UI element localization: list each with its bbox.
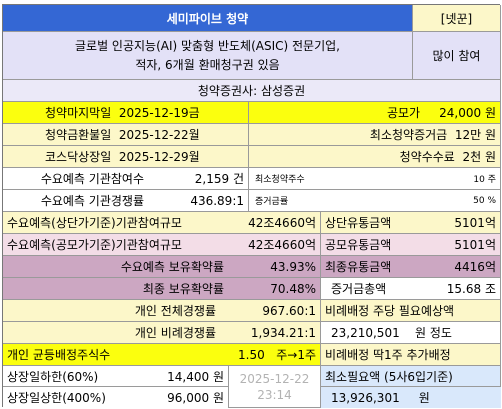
last-subscription-label: 청약마지막일 bbox=[45, 106, 112, 120]
deposit-rate: 증거금률 50 % bbox=[249, 190, 501, 212]
upper-float-amount: 상단유통금액 5101억 bbox=[321, 212, 501, 234]
broker-info: 청약증권사: 삼성증권 bbox=[3, 80, 501, 102]
listing-upper-limit: 상장일상한(400%) 96,000 원 bbox=[3, 387, 229, 408]
refund-date: 청약금환불일 2025-12-22월 bbox=[3, 124, 249, 146]
total-deposit-label: 증거금총액 bbox=[331, 282, 387, 296]
description-line-1: 글로벌 인공지능(AI) 맞춤형 반도체(ASIC) 전문기업, bbox=[75, 38, 340, 53]
prop-need-value: 23,210,501 bbox=[331, 325, 400, 340]
deposit-rate-value: 50 % bbox=[473, 195, 496, 206]
deposit-rate-label: 증거금률 bbox=[255, 197, 289, 207]
prop-need-amount: 23,210,501 원 정도 bbox=[321, 322, 501, 344]
ipo-subscription-sheet: 세미파이브 청약 [넷꾼] 글로벌 인공지능(AI) 맞춤형 반도체(ASIC)… bbox=[2, 4, 501, 408]
final-lockup-rate: 최종 보유확약률 70.48% bbox=[3, 278, 321, 300]
company-description: 글로벌 인공지능(AI) 맞춤형 반도체(ASIC) 전문기업, 적자, 6개월… bbox=[3, 32, 413, 80]
retail-total-ratio: 개인 전체경쟁률 967.60:1 bbox=[3, 300, 321, 322]
final-lockup-label: 최종 보유확약률 bbox=[142, 282, 224, 296]
inst-ratio-label: 수요예측 기관경쟁률 bbox=[40, 194, 144, 208]
prop-need-label: 비례배정 주당 필요예상액 bbox=[321, 300, 501, 322]
sheet-title: 세미파이브 청약 bbox=[3, 5, 413, 32]
subscription-fee-value: 2천 원 bbox=[462, 150, 496, 164]
inst-ratio-value: 436.89:1 bbox=[190, 193, 244, 208]
equal-label: 개인 균등배정주식수 bbox=[7, 348, 111, 362]
final-float-amount: 최종유통금액 4416억 bbox=[321, 256, 501, 278]
refund-date-value: 2025-12-22월 bbox=[118, 128, 200, 142]
offer-float-amount: 공모유통금액 5101억 bbox=[321, 234, 501, 256]
listing-date-value: 2025-12-29월 bbox=[118, 150, 200, 164]
inst-participants: 수요예측 기관참여수 2,159 건 bbox=[3, 168, 249, 190]
lockup-value: 43.93% bbox=[270, 259, 316, 274]
total-deposit: 증거금총액 15.68 조 bbox=[321, 278, 501, 300]
offer-price: 공모가 24,000 원 bbox=[249, 102, 501, 124]
min-subscribe-shares: 최소청약주수 10 주 bbox=[249, 168, 501, 190]
listing-low-value: 14,400 원 bbox=[167, 369, 224, 384]
lower-size-value: 42조4660억 bbox=[248, 238, 316, 252]
min-subscribe-value: 10 주 bbox=[473, 175, 496, 185]
retail-total-ratio-value: 967.60:1 bbox=[262, 303, 316, 318]
offer-price-label: 공모가 bbox=[386, 106, 421, 120]
min-need-amount: 13,926,301 원 bbox=[321, 387, 501, 408]
inst-participants-value: 2,159 건 bbox=[194, 172, 244, 186]
listing-low-label: 상장일하한(60%) bbox=[7, 369, 99, 384]
retail-prop-ratio-value: 1,934.21:1 bbox=[250, 325, 316, 340]
min-deposit-label: 최소청약증거금 bbox=[369, 128, 448, 142]
total-deposit-value: 15.68 조 bbox=[446, 282, 496, 296]
listing-date: 코스닥상장일 2025-12-29월 bbox=[3, 146, 249, 168]
upper-float-value: 5101억 bbox=[454, 216, 496, 230]
refund-date-label: 청약금환불일 bbox=[45, 128, 112, 142]
final-float-value: 4416억 bbox=[454, 260, 496, 274]
final-lockup-value: 70.48% bbox=[270, 281, 316, 296]
recommendation: 많이 참여 bbox=[413, 32, 501, 80]
timestamp-date: 2025-12-22 bbox=[239, 371, 310, 386]
final-float-label: 최종유통금액 bbox=[325, 260, 392, 274]
lockup-rate: 수요예측 보유확약률 43.93% bbox=[3, 256, 321, 278]
min-need-label: 최소필요액 (5사6입기준) bbox=[321, 366, 501, 387]
min-deposit-value: 12만 원 bbox=[454, 128, 496, 142]
equal-result: 주→1주 bbox=[276, 348, 316, 362]
lower-size-label: 수요예측(공모가기준)기관참여규모 bbox=[7, 238, 182, 252]
description-line-2: 적자, 6개월 환매청구권 있음 bbox=[135, 57, 280, 72]
source-badge: [넷꾼] bbox=[413, 5, 501, 32]
offer-price-value: 24,000 원 bbox=[439, 106, 496, 120]
listing-high-label: 상장일상한(400%) bbox=[7, 391, 106, 405]
min-deposit: 최소청약증거금 12만 원 bbox=[249, 124, 501, 146]
lockup-label: 수요예측 보유확약률 bbox=[120, 260, 224, 274]
prop-need-unit: 원 정도 bbox=[414, 326, 452, 340]
retail-total-ratio-label: 개인 전체경쟁률 bbox=[134, 304, 216, 318]
inst-participants-label: 수요예측 기관참여수 bbox=[40, 172, 144, 186]
min-need-value: 13,926,301 bbox=[331, 390, 400, 405]
equal-value: 1.50 bbox=[238, 348, 265, 362]
equal-allocation: 개인 균등배정주식수 1.50 주→1주 bbox=[3, 344, 321, 366]
listing-date-label: 코스닥상장일 bbox=[45, 150, 112, 164]
offer-float-label: 공모유통금액 bbox=[325, 238, 392, 252]
upper-size-value: 42조4660억 bbox=[248, 216, 316, 230]
listing-lower-limit: 상장일하한(60%) 14,400 원 bbox=[3, 366, 229, 387]
upper-float-label: 상단유통금액 bbox=[325, 216, 392, 230]
min-need-unit: 원 bbox=[418, 391, 430, 405]
extra-allocation-label: 비례배정 딱1주 추가배정 bbox=[321, 344, 501, 366]
offer-price-size: 수요예측(공모가기준)기관참여규모 42조4660억 bbox=[3, 234, 321, 256]
upper-price-size: 수요예측(상단가기준)기관참여규모 42조4660억 bbox=[3, 212, 321, 234]
equal-value-group: 1.50 주→1주 bbox=[238, 346, 316, 363]
inst-ratio: 수요예측 기관경쟁률 436.89:1 bbox=[3, 190, 249, 212]
min-subscribe-label: 최소청약주수 bbox=[255, 175, 305, 185]
retail-prop-ratio-label: 개인 비례경쟁률 bbox=[134, 326, 216, 340]
offer-float-value: 5101억 bbox=[454, 238, 496, 252]
timestamp-time: 23:14 bbox=[257, 387, 292, 402]
last-subscription-value: 2025-12-19금 bbox=[118, 106, 200, 120]
listing-high-value: 96,000 원 bbox=[167, 391, 224, 405]
timestamp: 2025-12-22 23:14 bbox=[229, 366, 321, 408]
subscription-fee-label: 청약수수료 bbox=[399, 150, 455, 164]
last-subscription-date: 청약마지막일 2025-12-19금 bbox=[3, 102, 249, 124]
subscription-fee: 청약수수료 2천 원 bbox=[249, 146, 501, 168]
retail-prop-ratio: 개인 비례경쟁률 1,934.21:1 bbox=[3, 322, 321, 344]
upper-size-label: 수요예측(상단가기준)기관참여규모 bbox=[7, 216, 182, 230]
